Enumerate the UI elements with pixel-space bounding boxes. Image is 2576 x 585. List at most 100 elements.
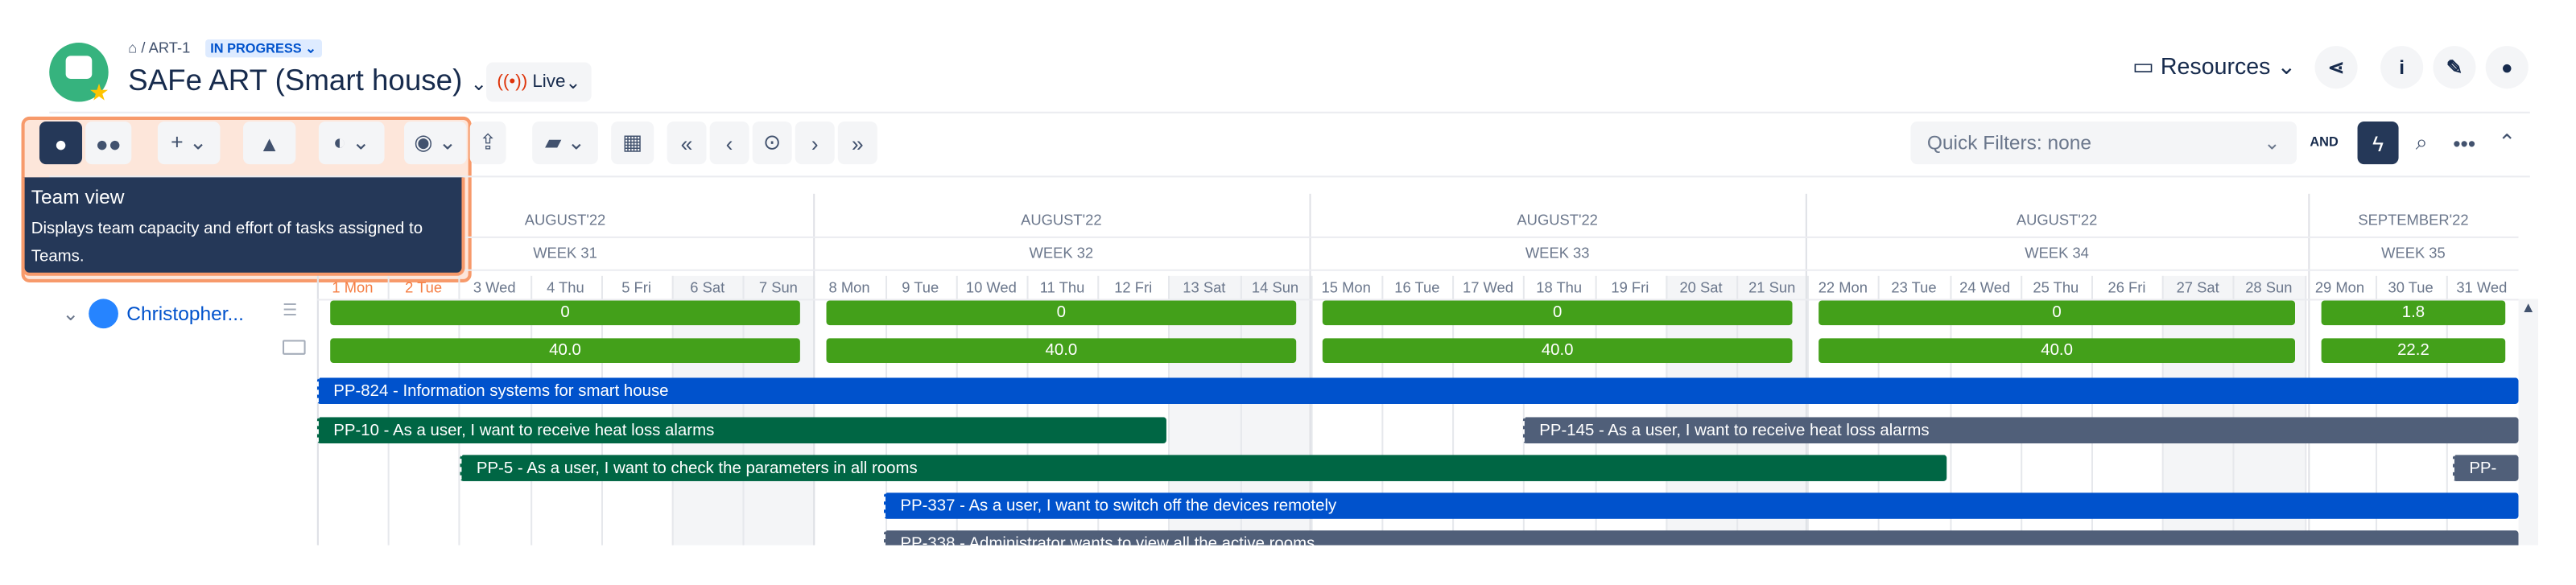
export-button[interactable]: ⇪ bbox=[469, 122, 506, 165]
user-row[interactable]: ⌄ Christopher... bbox=[63, 299, 244, 329]
breadcrumb[interactable]: ⌂ / ART-1 bbox=[128, 39, 191, 56]
title-text[interactable]: SAFe ART (Smart house) bbox=[128, 64, 463, 97]
day-label: 22 Mon bbox=[1818, 278, 1868, 296]
last-button[interactable]: » bbox=[837, 122, 877, 165]
first-button[interactable]: « bbox=[667, 122, 707, 165]
day-line bbox=[530, 275, 532, 555]
capacity-bar: 0 bbox=[826, 300, 1297, 326]
day-line bbox=[388, 275, 390, 555]
resources-button[interactable]: ▭ Resources ⌄ bbox=[2132, 52, 2297, 79]
month-label: AUGUST'22 bbox=[1517, 212, 1598, 229]
ruler-button[interactable]: ▰ ⌄ bbox=[532, 122, 598, 165]
tooltip: Team view Displays team capacity and eff… bbox=[21, 177, 465, 276]
info-button[interactable]: i bbox=[2380, 46, 2424, 89]
calendar-button[interactable]: ▦ bbox=[611, 122, 654, 165]
user-view-button[interactable]: ● bbox=[39, 122, 83, 165]
day-line bbox=[2020, 275, 2022, 555]
task-bar[interactable]: PP-5 - As a user, I want to check the pa… bbox=[460, 455, 1947, 481]
day-label: 26 Fri bbox=[2107, 278, 2146, 296]
day-line bbox=[1026, 275, 1029, 555]
collapse-button[interactable]: ⌃ bbox=[2487, 122, 2527, 165]
day-label: 13 Sat bbox=[1183, 278, 1226, 296]
live-button[interactable]: ((•)) Live ⌄ bbox=[486, 62, 592, 102]
day-label: 31 Wed bbox=[2456, 278, 2508, 296]
day-label: 24 Wed bbox=[1959, 278, 2011, 296]
day-line bbox=[1594, 275, 1596, 555]
user-name[interactable]: Christopher... bbox=[126, 302, 244, 326]
share-button[interactable]: ⋖ bbox=[2314, 46, 2358, 89]
day-line bbox=[1807, 275, 1810, 555]
day-line bbox=[671, 275, 674, 555]
skills-button[interactable]: ▲ bbox=[243, 122, 296, 165]
week-label: WEEK 34 bbox=[2025, 245, 2089, 262]
effort-bar: 22.2 bbox=[2321, 338, 2506, 364]
day-label: 21 Sun bbox=[1748, 278, 1796, 296]
day-label: 6 Sat bbox=[690, 278, 725, 296]
task-bar[interactable]: PP-10 - As a user, I want to receive hea… bbox=[316, 417, 1166, 444]
project-title[interactable]: SAFe ART (Smart house) ⌄ bbox=[128, 64, 488, 97]
resources-text[interactable]: Resources bbox=[2160, 52, 2271, 79]
status-badge[interactable]: IN PROGRESS ⌄ bbox=[205, 39, 322, 58]
and-toggle[interactable]: AND bbox=[2310, 134, 2339, 150]
live-text[interactable]: Live bbox=[532, 72, 566, 93]
divider bbox=[49, 111, 2530, 113]
day-label: 3 Wed bbox=[473, 278, 516, 296]
capacity-bar: 1.8 bbox=[2321, 300, 2506, 326]
effort-bar: 40.0 bbox=[1818, 338, 2295, 364]
settings-button[interactable]: ✎ bbox=[2433, 46, 2476, 89]
day-label: 25 Thu bbox=[2033, 278, 2079, 296]
week-line bbox=[1309, 193, 1311, 555]
visibility-button[interactable]: ◉ ⌄ bbox=[404, 122, 467, 165]
day-label: 1 Mon bbox=[332, 278, 374, 296]
status-text[interactable]: IN PROGRESS bbox=[210, 41, 302, 56]
month-label: SEPTEMBER'22 bbox=[2358, 212, 2469, 229]
lightning-button[interactable]: ϟ bbox=[2357, 122, 2399, 165]
header-rule bbox=[316, 269, 2519, 271]
day-label: 12 Fri bbox=[1114, 278, 1153, 296]
capacity-bar: 0 bbox=[1322, 300, 1793, 326]
toolbar-divider bbox=[49, 175, 2530, 178]
dashboard-button[interactable]: ◐ ⌄ bbox=[318, 122, 385, 165]
task-bar[interactable]: PP-337 - As a user, I want to switch off… bbox=[883, 492, 2519, 519]
task-bar[interactable]: PP-145 - As a user, I want to receive he… bbox=[1522, 417, 2519, 444]
day-line bbox=[1736, 275, 1739, 555]
header-rule bbox=[316, 236, 2519, 238]
day-line bbox=[1168, 275, 1170, 555]
more-button[interactable]: ••• bbox=[2444, 122, 2484, 165]
week-line bbox=[1805, 193, 1807, 555]
day-label: 29 Mon bbox=[2314, 278, 2365, 296]
day-line bbox=[742, 275, 745, 555]
day-line bbox=[1665, 275, 1667, 555]
day-label: 19 Fri bbox=[1611, 278, 1649, 296]
day-label: 9 Tue bbox=[902, 278, 939, 296]
header-rule bbox=[316, 299, 2519, 301]
capacity-bar: 0 bbox=[1818, 300, 2295, 326]
today-button[interactable]: ⊙ bbox=[752, 122, 792, 165]
user-button[interactable]: ● bbox=[2485, 46, 2529, 89]
week-line bbox=[316, 193, 319, 555]
quick-filters-text[interactable]: Quick Filters: none bbox=[1926, 131, 2092, 154]
task-bar[interactable]: PP-824 - Information systems for smart h… bbox=[316, 377, 2519, 405]
day-line bbox=[1381, 275, 1384, 555]
task-bar[interactable]: PP- bbox=[2452, 455, 2519, 481]
effort-bar: 40.0 bbox=[330, 338, 800, 364]
day-line bbox=[1878, 275, 1880, 555]
next-button[interactable]: › bbox=[795, 122, 835, 165]
quick-filters[interactable]: Quick Filters: none ⌄ bbox=[1910, 122, 2297, 165]
day-line bbox=[1311, 275, 1313, 555]
add-button[interactable]: + ⌄ bbox=[157, 122, 221, 165]
day-line bbox=[1097, 275, 1100, 555]
day-label: 4 Thu bbox=[547, 278, 584, 296]
breadcrumb-key[interactable]: ART-1 bbox=[148, 39, 191, 56]
list-icon: ☰ bbox=[283, 302, 298, 320]
bottom-fade bbox=[0, 545, 2576, 585]
day-line bbox=[459, 275, 461, 555]
team-view-button[interactable]: ●● bbox=[85, 122, 132, 165]
scrollbar[interactable]: ▲ bbox=[2518, 299, 2539, 546]
prev-button[interactable]: ‹ bbox=[709, 122, 749, 165]
day-label: 16 Tue bbox=[1394, 278, 1440, 296]
battery-icon bbox=[283, 340, 306, 355]
search-button[interactable]: ⌕ bbox=[2401, 122, 2442, 165]
